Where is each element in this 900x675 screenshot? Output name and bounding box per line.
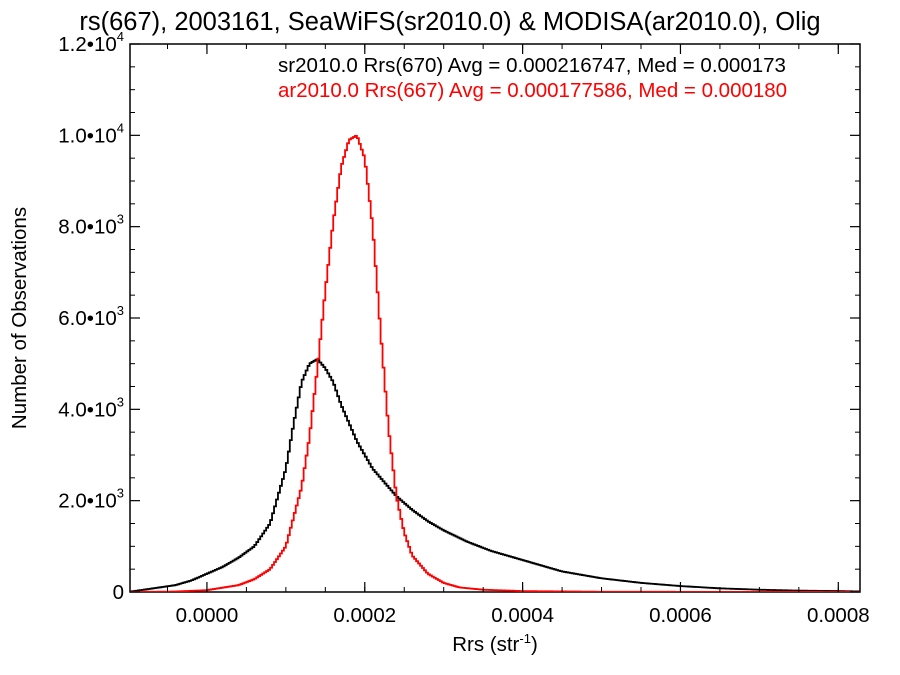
annotation-red: ar2010.0 Rrs(667) Avg = 0.000177586, Med… xyxy=(278,79,787,102)
y-tick-label-2: 4.0•103 xyxy=(58,394,124,421)
y-tick-label-mantissa: 1.2•10 xyxy=(58,33,116,56)
y-tick-label-1: 2.0•103 xyxy=(58,486,124,513)
y-tick-label-3: 6.0•103 xyxy=(58,303,124,330)
series-line-1 xyxy=(130,135,860,592)
annotation-black: sr2010.0 Rrs(670) Avg = 0.000216747, Med… xyxy=(278,54,786,77)
y-tick-label-exponent: 3 xyxy=(117,394,124,409)
x-tick-label-3: 0.0006 xyxy=(649,604,712,627)
y-tick-label-6: 1.2•104 xyxy=(58,29,124,56)
chart-title: rs(667), 2003161, SeaWiFS(sr2010.0) & MO… xyxy=(79,8,820,36)
x-tick-label-1: 0.0002 xyxy=(333,604,396,627)
x-tick-label-2: 0.0004 xyxy=(491,604,554,627)
y-tick-label-mantissa: 0 xyxy=(113,581,124,604)
axis-ticks xyxy=(130,43,860,593)
x-tick-labels: 0.0000 0.0002 0.0004 0.0006 0.0008 xyxy=(176,604,870,627)
series-line-0 xyxy=(130,358,860,592)
y-tick-label-exponent: 3 xyxy=(117,303,124,318)
y-tick-label-mantissa: 6.0•10 xyxy=(58,307,116,330)
y-tick-labels: 02.0•1034.0•1036.0•1038.0•1031.0•1041.2•… xyxy=(58,29,124,604)
y-tick-label-mantissa: 4.0•10 xyxy=(58,398,116,421)
y-tick-label-mantissa: 1.0•10 xyxy=(58,124,116,147)
y-tick-label-5: 1.0•104 xyxy=(58,120,124,147)
y-tick-label-mantissa: 8.0•10 xyxy=(58,216,116,239)
y-tick-label-exponent: 4 xyxy=(117,120,124,135)
x-tick-label-0: 0.0000 xyxy=(176,604,239,627)
x-axis-label-superscript: -1 xyxy=(519,631,531,646)
y-tick-label-exponent: 3 xyxy=(117,212,124,227)
x-tick-label-4: 0.0008 xyxy=(807,604,870,627)
y-axis-label: Number of Observations xyxy=(8,207,31,429)
plot-frame xyxy=(129,43,861,593)
y-tick-label-4: 8.0•103 xyxy=(58,212,124,239)
y-tick-label-exponent: 3 xyxy=(117,486,124,501)
y-tick-label-exponent: 4 xyxy=(117,29,124,44)
x-axis-label-end: ) xyxy=(531,633,538,656)
x-axis-label-main: Rrs (str xyxy=(452,633,519,656)
y-tick-label-0: 0 xyxy=(113,581,124,604)
y-tick-label-mantissa: 2.0•10 xyxy=(58,490,116,513)
series-layer xyxy=(130,135,860,592)
x-axis-label: Rrs (str-1) xyxy=(452,631,538,656)
